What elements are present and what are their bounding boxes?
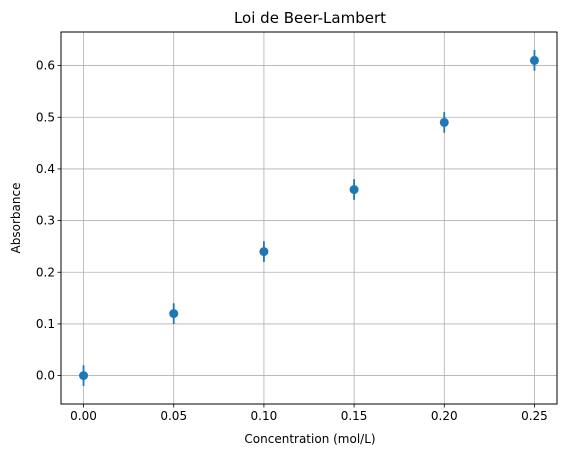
y-tick-label: 0.2	[36, 265, 55, 279]
x-tick-label: 0.20	[431, 409, 458, 423]
data-point	[439, 117, 449, 127]
data-point	[529, 55, 539, 65]
y-tick-label: 0.1	[36, 317, 55, 331]
y-tick-label: 0.6	[36, 59, 55, 73]
y-tick-label: 0.5	[36, 110, 55, 124]
chart-title: Loi de Beer-Lambert	[234, 9, 386, 27]
data-points	[79, 55, 539, 381]
plot-area-frame	[60, 31, 558, 405]
x-tick-label: 0.10	[251, 409, 278, 423]
x-tick-label: 0.05	[160, 409, 187, 423]
x-tick-label: 0.15	[341, 409, 368, 423]
x-axis-ticks: 0.00 0.05 0.10 0.15 0.20 0.25	[70, 404, 548, 423]
grid	[61, 32, 557, 404]
y-tick-label: 0.0	[36, 369, 55, 383]
data-point	[259, 247, 269, 257]
x-tick-label: 0.00	[70, 409, 97, 423]
y-tick-label: 0.4	[36, 162, 55, 176]
y-tick-label: 0.3	[36, 214, 55, 228]
x-axis-label: Concentration (mol/L)	[244, 432, 375, 446]
data-point	[79, 371, 89, 381]
data-point	[349, 185, 359, 195]
y-axis-label: Absorbance	[9, 183, 23, 254]
y-axis-ticks: 0.0 0.1 0.2 0.3 0.4 0.5 0.6	[36, 59, 61, 383]
x-tick-label: 0.25	[521, 409, 548, 423]
data-point	[169, 309, 179, 319]
